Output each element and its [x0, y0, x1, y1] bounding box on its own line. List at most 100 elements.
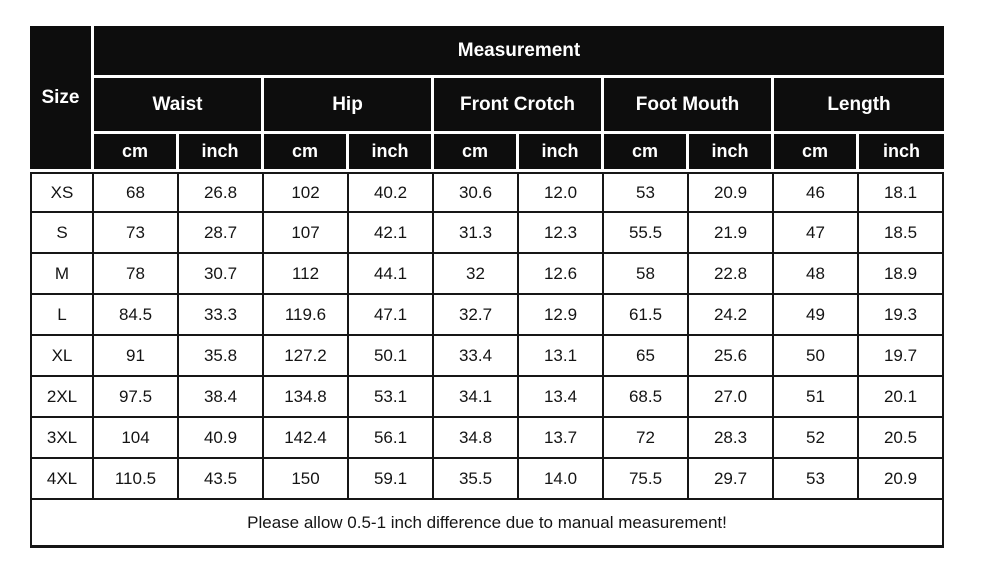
- value-cell: 44.1: [349, 254, 434, 295]
- table-body: XS 68 26.8 102 40.2 30.6 12.0 53 20.9 46 18.1 S 73 28…: [30, 172, 944, 500]
- value-cell: 40.2: [349, 172, 434, 213]
- value-cell: 52: [774, 418, 859, 459]
- size-cell: L: [30, 295, 94, 336]
- value-cell: 33.4: [434, 336, 519, 377]
- table-row: M 78 30.7 112 44.1 32 12.6 58 22.8 48 18.9: [30, 254, 944, 295]
- value-cell: 91: [94, 336, 179, 377]
- value-cell: 68: [94, 172, 179, 213]
- value-cell: 110.5: [94, 459, 179, 500]
- value-cell: 112: [264, 254, 349, 295]
- footnote: Please allow 0.5-1 inch difference due t…: [30, 500, 944, 548]
- value-cell: 18.1: [859, 172, 944, 213]
- value-cell: 28.3: [689, 418, 774, 459]
- unit-inch-header: inch: [859, 134, 944, 172]
- value-cell: 104: [94, 418, 179, 459]
- value-cell: 19.3: [859, 295, 944, 336]
- value-cell: 20.9: [689, 172, 774, 213]
- value-cell: 30.6: [434, 172, 519, 213]
- size-cell: XS: [30, 172, 94, 213]
- unit-inch-header: inch: [349, 134, 434, 172]
- value-cell: 34.8: [434, 418, 519, 459]
- value-cell: 29.7: [689, 459, 774, 500]
- value-cell: 84.5: [94, 295, 179, 336]
- value-cell: 150: [264, 459, 349, 500]
- table-row: S 73 28.7 107 42.1 31.3 12.3 55.5 21.9 47 18.5: [30, 213, 944, 254]
- value-cell: 42.1: [349, 213, 434, 254]
- value-cell: 21.9: [689, 213, 774, 254]
- value-cell: 12.0: [519, 172, 604, 213]
- value-cell: 12.9: [519, 295, 604, 336]
- value-cell: 47.1: [349, 295, 434, 336]
- value-cell: 26.8: [179, 172, 264, 213]
- value-cell: 65: [604, 336, 689, 377]
- size-column-header: Size: [30, 26, 94, 172]
- value-cell: 34.1: [434, 377, 519, 418]
- unit-cm-header: cm: [264, 134, 349, 172]
- value-cell: 20.1: [859, 377, 944, 418]
- value-cell: 27.0: [689, 377, 774, 418]
- value-cell: 47: [774, 213, 859, 254]
- table-footer: Please allow 0.5-1 inch difference due t…: [30, 500, 944, 548]
- value-cell: 22.8: [689, 254, 774, 295]
- unit-inch-header: inch: [689, 134, 774, 172]
- value-cell: 55.5: [604, 213, 689, 254]
- value-cell: 32.7: [434, 295, 519, 336]
- value-cell: 24.2: [689, 295, 774, 336]
- value-cell: 72: [604, 418, 689, 459]
- group-header-waist: Waist: [94, 78, 264, 134]
- table-row: 4XL 110.5 43.5 150 59.1 35.5 14.0 75.5 29.7 53 20.…: [30, 459, 944, 500]
- table-header: Size Measurement Waist Hip Front Crotch …: [30, 26, 944, 172]
- size-cell: 2XL: [30, 377, 94, 418]
- value-cell: 56.1: [349, 418, 434, 459]
- unit-cm-header: cm: [94, 134, 179, 172]
- value-cell: 28.7: [179, 213, 264, 254]
- value-cell: 35.8: [179, 336, 264, 377]
- value-cell: 12.3: [519, 213, 604, 254]
- value-cell: 43.5: [179, 459, 264, 500]
- value-cell: 32: [434, 254, 519, 295]
- value-cell: 59.1: [349, 459, 434, 500]
- group-header-length: Length: [774, 78, 944, 134]
- size-chart-table: Size Measurement Waist Hip Front Crotch …: [30, 26, 944, 548]
- unit-cm-header: cm: [774, 134, 859, 172]
- group-header-foot-mouth: Foot Mouth: [604, 78, 774, 134]
- value-cell: 102: [264, 172, 349, 213]
- value-cell: 75.5: [604, 459, 689, 500]
- unit-header-row: cm inch cm inch cm inch cm inch cm inch: [30, 134, 944, 172]
- unit-inch-header: inch: [519, 134, 604, 172]
- value-cell: 53: [774, 459, 859, 500]
- value-cell: 40.9: [179, 418, 264, 459]
- value-cell: 97.5: [94, 377, 179, 418]
- value-cell: 20.9: [859, 459, 944, 500]
- value-cell: 53.1: [349, 377, 434, 418]
- value-cell: 53: [604, 172, 689, 213]
- value-cell: 13.4: [519, 377, 604, 418]
- value-cell: 12.6: [519, 254, 604, 295]
- group-header-hip: Hip: [264, 78, 434, 134]
- value-cell: 107: [264, 213, 349, 254]
- value-cell: 14.0: [519, 459, 604, 500]
- group-header-front-crotch: Front Crotch: [434, 78, 604, 134]
- value-cell: 68.5: [604, 377, 689, 418]
- table-row: XS 68 26.8 102 40.2 30.6 12.0 53 20.9 46 18.1: [30, 172, 944, 213]
- value-cell: 13.1: [519, 336, 604, 377]
- value-cell: 142.4: [264, 418, 349, 459]
- value-cell: 50: [774, 336, 859, 377]
- value-cell: 78: [94, 254, 179, 295]
- size-cell: XL: [30, 336, 94, 377]
- unit-cm-header: cm: [604, 134, 689, 172]
- value-cell: 48: [774, 254, 859, 295]
- value-cell: 134.8: [264, 377, 349, 418]
- size-cell: S: [30, 213, 94, 254]
- value-cell: 127.2: [264, 336, 349, 377]
- unit-inch-header: inch: [179, 134, 264, 172]
- value-cell: 25.6: [689, 336, 774, 377]
- footnote-row: Please allow 0.5-1 inch difference due t…: [30, 500, 944, 548]
- table-row: 3XL 104 40.9 142.4 56.1 34.8 13.7 72 28.3 52 20.5: [30, 418, 944, 459]
- value-cell: 33.3: [179, 295, 264, 336]
- value-cell: 31.3: [434, 213, 519, 254]
- group-header-row: Waist Hip Front Crotch Foot Mouth Length: [30, 78, 944, 134]
- value-cell: 61.5: [604, 295, 689, 336]
- value-cell: 35.5: [434, 459, 519, 500]
- value-cell: 20.5: [859, 418, 944, 459]
